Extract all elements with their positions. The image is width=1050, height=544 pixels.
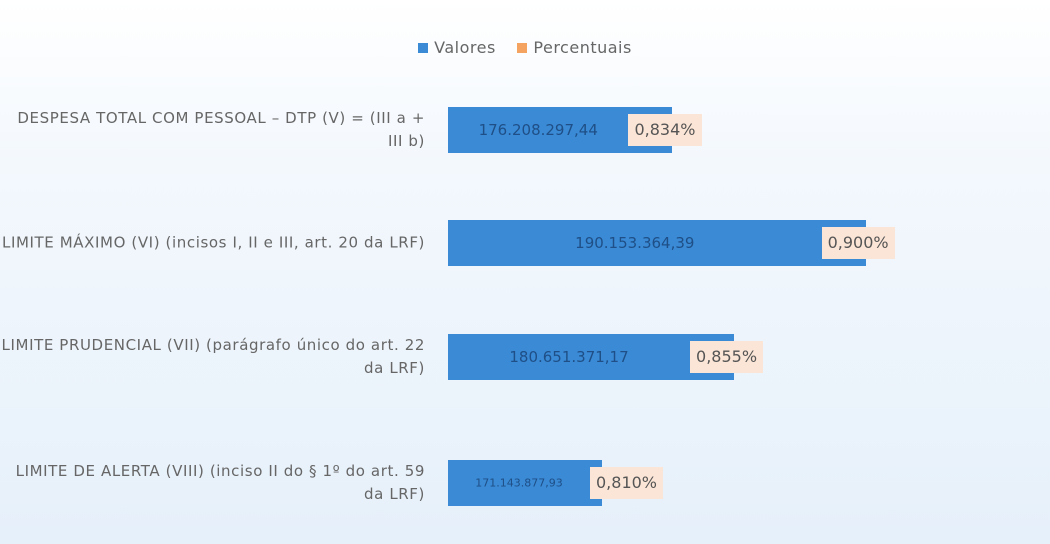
value-label: 176.208.297,44 <box>478 121 598 139</box>
percent-label: 0,834% <box>628 114 702 146</box>
category-label: LIMITE PRUDENCIAL (VII) (parágrafo único… <box>1 336 425 377</box>
legend: Valores Percentuais <box>0 38 1050 57</box>
legend-item: Valores <box>418 38 496 57</box>
legend-label: Percentuais <box>533 38 632 57</box>
percent-label: 0,900% <box>821 227 895 259</box>
legend-swatch <box>418 43 429 53</box>
bar <box>448 220 866 266</box>
bar <box>448 334 735 380</box>
value-label: 180.651.371,17 <box>509 348 629 366</box>
percent-label: 0,810% <box>590 467 664 499</box>
value-label: 190.153.364,39 <box>575 234 695 252</box>
category-label: LIMITE DE ALERTA (VIII) (inciso II do § … <box>15 462 425 503</box>
legend-item: Percentuais <box>517 38 631 57</box>
category-label: LIMITE MÁXIMO (VI) (incisos I, II e III,… <box>2 233 425 252</box>
legend-swatch <box>517 43 528 53</box>
value-label: 171.143.877,93 <box>475 476 563 490</box>
legend-label: Valores <box>434 38 496 57</box>
bar <box>448 460 603 506</box>
category-label: DESPESA TOTAL COM PESSOAL – DTP (V) = (I… <box>17 109 425 150</box>
percent-label: 0,855% <box>690 341 764 373</box>
